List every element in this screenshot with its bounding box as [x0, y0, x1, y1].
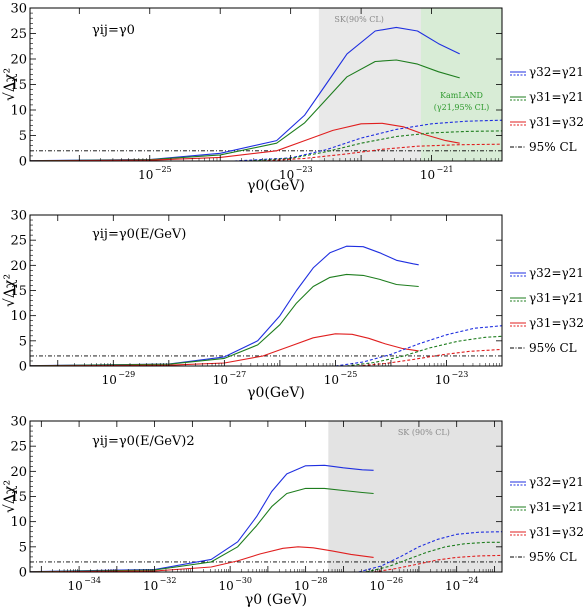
shaded-region-label: KamLAND	[440, 91, 483, 100]
series-solid-2	[29, 122, 460, 162]
y-axis-label: √Δχ²	[2, 480, 18, 513]
y-tick-label: 5	[19, 334, 27, 349]
legend-label: γ31=γ32	[529, 525, 584, 539]
x-tick-label-exponent: −34	[84, 576, 101, 585]
x-tick-label-exponent: −23	[296, 165, 313, 174]
series-solid-1	[29, 487, 374, 573]
series-dashed-3	[358, 531, 503, 573]
y-tick-label: 10	[10, 104, 27, 119]
y-axis-label: √Δχ²	[2, 68, 18, 101]
series-solid-0	[29, 464, 374, 573]
y-tick-label: 15	[10, 284, 27, 299]
x-tick-label: 10	[213, 373, 228, 387]
y-tick-label: 10	[10, 515, 27, 530]
x-tick-label: 10	[67, 579, 82, 593]
x-tick-label-exponent: −24	[462, 576, 479, 585]
y-tick-label: 25	[10, 440, 27, 455]
x-tick-label-exponent: −25	[340, 370, 357, 379]
series-dashed-5	[262, 143, 503, 162]
shaded-region-label: SK(90% CL)	[334, 15, 383, 24]
series-solid-1	[29, 59, 460, 162]
x-axis-label: γ0(GeV)	[247, 385, 305, 401]
y-tick-label: 10	[10, 309, 27, 324]
series-dashed-3	[335, 325, 503, 367]
series-solid-0	[29, 245, 419, 367]
x-tick-label-exponent: −30	[235, 576, 252, 585]
x-axis-label: γ0 (GeV)	[245, 592, 307, 608]
x-tick-label: 10	[324, 373, 339, 387]
legend-label: γ31=γ32	[529, 316, 584, 330]
legend-label: γ31=γ32	[529, 115, 584, 129]
series-dashed-4	[365, 541, 502, 573]
shaded-region	[420, 8, 502, 161]
legend-label: γ32=γ21	[529, 65, 584, 79]
x-tick-label-exponent: −25	[155, 165, 172, 174]
y-tick-label: 20	[10, 465, 27, 480]
legend-label: 95% CL	[529, 550, 577, 564]
legend: γ32=γ21 γ31=γ21 γ31=γ32 95% CL	[510, 475, 584, 564]
y-tick-label: 30	[10, 2, 27, 17]
x-tick-label: 10	[420, 168, 435, 182]
y-tick-label: 5	[19, 540, 27, 555]
y-tick-label: 25	[10, 27, 27, 42]
x-tick-label-exponent: −29	[118, 370, 135, 379]
panel-title: γij=γ0(E/GeV)2	[92, 434, 195, 449]
series-solid-2	[29, 333, 419, 367]
y-tick-label: 25	[10, 234, 27, 249]
x-tick-label: 10	[445, 579, 460, 593]
y-tick-label: 0	[19, 155, 27, 170]
series-dashed-4	[346, 335, 503, 367]
y-tick-label: 15	[10, 490, 27, 505]
x-tick-label-exponent: −23	[451, 370, 468, 379]
legend: γ32=γ21 γ31=γ21 γ31=γ32 95% CL	[510, 65, 584, 154]
legend: γ32=γ21 γ31=γ21 γ31=γ32 95% CL	[510, 266, 584, 355]
x-axis-label: γ0(GeV)	[247, 178, 305, 194]
x-tick-label-exponent: −27	[229, 370, 246, 379]
shaded-region-sublabel: (γ21,95% CL)	[434, 103, 490, 112]
panel-1: SK(90% CL) KamLAND (γ21,95% CL) 0 5 10 15 20 25 3…	[2, 2, 584, 195]
y-tick-label: 30	[10, 209, 27, 224]
legend-label: γ31=γ21	[529, 291, 584, 305]
series-solid-2	[29, 546, 374, 573]
legend-label: γ31=γ21	[529, 500, 584, 514]
series-dashed-5	[373, 554, 503, 573]
x-tick-label: 10	[138, 168, 153, 182]
x-tick-label-exponent: −21	[437, 165, 454, 174]
x-tick-label: 10	[435, 373, 450, 387]
y-tick-label: 20	[10, 259, 27, 274]
y-tick-label: 0	[19, 360, 27, 375]
legend-label: γ32=γ21	[529, 266, 584, 280]
series-solid-1	[29, 273, 419, 367]
x-tick-label: 10	[294, 579, 309, 593]
legend-label: γ32=γ21	[529, 475, 584, 489]
x-tick-label: 10	[370, 579, 385, 593]
legend-label: 95% CL	[529, 140, 577, 154]
shaded-region	[328, 421, 502, 572]
y-axis-label: √Δχ²	[2, 274, 18, 307]
legend-label: γ31=γ21	[529, 90, 584, 104]
y-tick-label: 15	[10, 78, 27, 93]
series-solid-0	[29, 26, 460, 162]
legend-label: 95% CL	[529, 341, 577, 355]
x-tick-label-exponent: −28	[311, 576, 328, 585]
y-tick-label: 0	[19, 566, 27, 581]
x-tick-label-exponent: −26	[386, 576, 403, 585]
x-tick-label: 10	[279, 168, 294, 182]
panel-title: γij=γ0(E/GeV)	[92, 227, 186, 242]
x-tick-label: 10	[102, 373, 117, 387]
shaded-region-label: SK (90% CL)	[398, 428, 450, 437]
x-tick-label: 10	[143, 579, 158, 593]
panel-title: γij=γ0	[92, 23, 135, 38]
x-tick-label: 10	[218, 579, 233, 593]
y-tick-label: 30	[10, 415, 27, 430]
y-tick-label: 20	[10, 53, 27, 68]
series-dashed-3	[234, 119, 503, 162]
y-tick-label: 5	[19, 129, 27, 144]
x-tick-label-exponent: −32	[160, 576, 177, 585]
series-dashed-5	[357, 348, 503, 367]
series-dashed-4	[248, 130, 503, 162]
